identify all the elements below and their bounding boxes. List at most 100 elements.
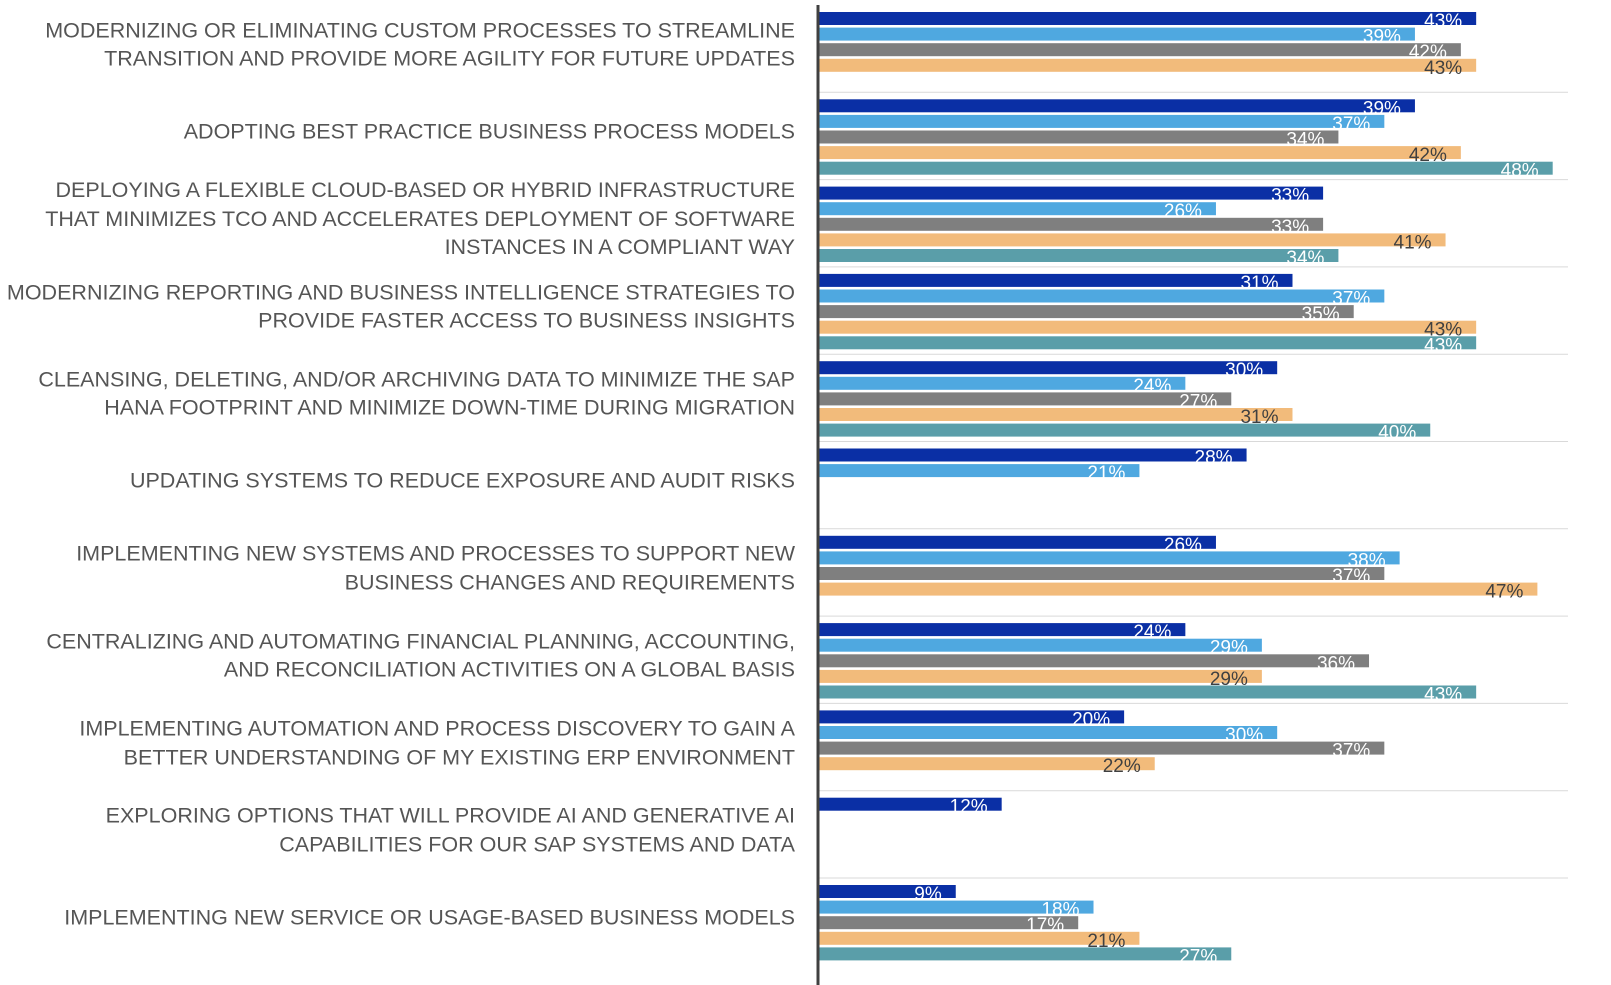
bar — [818, 58, 1477, 72]
bar — [818, 186, 1324, 200]
value-label: 34% — [1286, 130, 1324, 151]
category-label: CLEANSING, DELETING, AND/OR ARCHIVING DA… — [38, 367, 795, 420]
value-label: 43% — [1424, 685, 1462, 706]
value-label: 43% — [1424, 11, 1462, 32]
value-label: 43% — [1424, 320, 1462, 341]
bar — [818, 99, 1415, 113]
value-label: 20% — [1072, 709, 1110, 730]
bar — [818, 567, 1385, 580]
value-label: 31% — [1240, 407, 1278, 428]
bar — [818, 361, 1278, 375]
value-label: 30% — [1225, 725, 1263, 746]
value-label: 18% — [1041, 900, 1079, 921]
value-label: 40% — [1378, 423, 1416, 444]
bar — [818, 114, 1385, 128]
value-label: 33% — [1271, 217, 1309, 238]
value-label: 37% — [1332, 289, 1370, 310]
value-label: 42% — [1409, 145, 1447, 166]
value-label: 12% — [950, 797, 988, 818]
bar — [818, 947, 1232, 961]
bar — [818, 551, 1400, 565]
value-label: 35% — [1302, 304, 1340, 325]
bar — [818, 27, 1415, 41]
bar — [818, 43, 1461, 57]
value-label: 21% — [1087, 931, 1125, 952]
value-label: 24% — [1133, 622, 1171, 643]
value-label: 39% — [1363, 27, 1401, 48]
bar — [818, 654, 1370, 668]
value-label: 24% — [1133, 376, 1171, 397]
bar — [818, 931, 1140, 945]
bar — [818, 710, 1125, 724]
value-label: 37% — [1332, 741, 1370, 762]
bar — [818, 464, 1140, 478]
value-label: 42% — [1409, 42, 1447, 63]
bar — [818, 305, 1354, 319]
category-label: IMPLEMENTING AUTOMATION AND PROCESS DISC… — [79, 716, 795, 770]
bar — [818, 392, 1232, 406]
bar — [818, 336, 1477, 350]
category-label: EXPLORING OPTIONS THAT WILL PROVIDE AI A… — [105, 803, 795, 857]
value-label: 43% — [1424, 58, 1462, 79]
bar — [818, 249, 1339, 262]
bar — [818, 669, 1262, 683]
category-label: UPDATING SYSTEMS TO REDUCE EXPOSURE AND … — [129, 468, 795, 493]
bar — [818, 900, 1094, 914]
value-label: 29% — [1210, 669, 1248, 690]
value-label: 9% — [914, 884, 942, 905]
bar — [818, 638, 1262, 652]
value-label: 48% — [1501, 161, 1539, 182]
category-label: IMPLEMENTING NEW SYSTEMS AND PROCESSES T… — [76, 541, 795, 595]
value-label: 27% — [1179, 946, 1217, 967]
bar — [818, 448, 1247, 462]
category-label: CENTRALIZING AND AUTOMATING FINANCIAL PL… — [46, 629, 795, 682]
value-label: 29% — [1210, 638, 1248, 659]
value-label: 30% — [1225, 360, 1263, 381]
bar — [818, 582, 1538, 596]
bar — [818, 797, 1002, 811]
value-label: 41% — [1394, 232, 1432, 253]
category-label: DEPLOYING A FLEXIBLE CLOUD-BASED OR HYBR… — [45, 178, 795, 260]
bar — [818, 217, 1324, 231]
value-label: 28% — [1195, 448, 1233, 469]
category-label: MODERNIZING OR ELIMINATING CUSTOM PROCES… — [45, 18, 795, 71]
value-label: 26% — [1164, 201, 1202, 222]
bar — [818, 289, 1385, 303]
bar — [818, 535, 1216, 549]
bar — [818, 146, 1461, 160]
bar — [818, 12, 1477, 25]
value-label: 26% — [1164, 535, 1202, 556]
value-label: 47% — [1485, 582, 1523, 603]
category-label: IMPLEMENTING NEW SERVICE OR USAGE-BASED … — [64, 905, 795, 930]
bar — [818, 757, 1155, 771]
value-label: 22% — [1103, 756, 1141, 777]
bar — [818, 233, 1446, 247]
bar — [818, 916, 1079, 930]
value-label: 33% — [1271, 186, 1309, 207]
value-label: 31% — [1240, 273, 1278, 294]
value-label: 21% — [1087, 463, 1125, 484]
category-label: ADOPTING BEST PRACTICE BUSINESS PROCESS … — [183, 119, 795, 144]
bar — [818, 320, 1477, 334]
bar — [818, 376, 1186, 390]
bar — [818, 161, 1553, 175]
value-label: 37% — [1332, 114, 1370, 135]
value-label: 37% — [1332, 566, 1370, 587]
value-label: 17% — [1026, 915, 1064, 936]
value-label: 27% — [1179, 391, 1217, 412]
value-label: 38% — [1348, 550, 1386, 571]
bar — [818, 423, 1431, 437]
category-label: MODERNIZING REPORTING AND BUSINESS INTEL… — [6, 279, 795, 333]
value-label: 39% — [1363, 98, 1401, 119]
value-label: 34% — [1286, 248, 1324, 269]
bar — [818, 726, 1278, 739]
bar — [818, 130, 1339, 144]
value-label: 43% — [1424, 335, 1462, 356]
bar — [818, 623, 1186, 637]
bar — [818, 273, 1293, 287]
bar — [818, 408, 1293, 421]
bar — [818, 685, 1477, 699]
bar — [818, 202, 1216, 216]
